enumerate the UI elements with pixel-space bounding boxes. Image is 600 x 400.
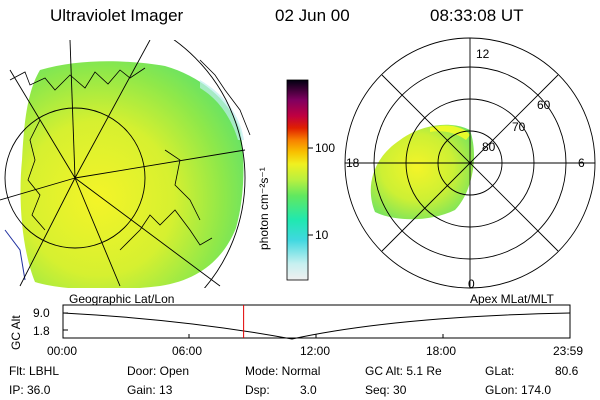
colorbar [286,79,313,281]
timeline-y-tick-9: 9.0 [33,306,50,320]
status-door: Door: Open [127,364,190,378]
status-glon: GLon: 174.0 [485,383,552,397]
date-label: 02 Jun 00 [275,6,350,25]
timeline-right-title: Apex MLat/MLT [470,292,554,306]
colorbar-label: photon cm⁻²s⁻¹ [257,167,271,250]
status-dsp: Dsp: [245,383,270,397]
instrument-title: Ultraviolet Imager [50,6,184,25]
timeline-left-title: Geographic Lat/Lon [69,292,175,306]
status-glat-value: 80.6 [555,364,579,378]
mlat-label-80: 80 [482,140,496,154]
timeline-x-tick-0000: 00:00 [47,344,78,358]
colorbar-tick-10: 10 [315,228,329,242]
status-gain: Gain: 13 [127,383,173,397]
status-filter: Flt: LBHL [9,364,60,378]
timeline-y-tick-1.8: 1.8 [33,324,50,338]
timeline-plot [62,304,571,340]
timeline-x-tick-2359: 23:59 [553,344,584,358]
mlat-label-60: 60 [537,98,551,112]
status-mode: Mode: Normal [245,364,321,378]
status-ip: IP: 36.0 [9,383,51,397]
timeline-x-tick-1800: 18:00 [426,344,457,358]
timeline-y-label: GC Alt [9,315,23,350]
status-seq: Seq: 30 [365,383,407,397]
status-glat: GLat: [485,364,515,378]
mlt-label-6: 6 [578,156,585,170]
mlt-label-0: 0 [468,277,475,291]
time-label: 08:33:08 UT [430,6,524,25]
timeline-x-tick-1200: 12:00 [300,344,331,358]
polar-plot [344,37,596,289]
geographic-image [0,40,251,288]
mlt-label-18: 18 [346,156,360,170]
status-dsp-value: 3.0 [300,383,317,397]
mlat-label-70: 70 [512,120,526,134]
colorbar-tick-100: 100 [315,141,336,155]
timeline-x-tick-0600: 06:00 [172,344,203,358]
status-gc-alt: GC Alt: 5.1 Re [365,364,442,378]
mlt-label-12: 12 [476,47,490,61]
